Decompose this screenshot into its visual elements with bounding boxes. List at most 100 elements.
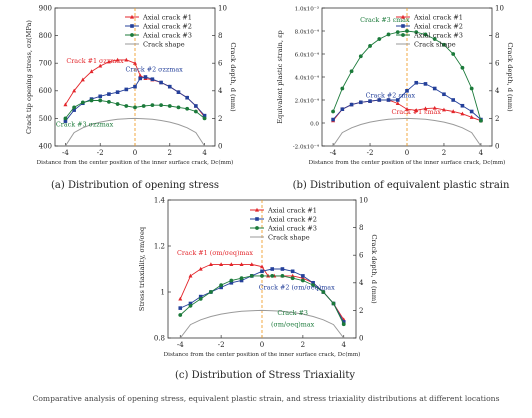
data-point [229,281,234,285]
y-tick-label: 1.4 [154,196,166,204]
chart-b: -4 -2 0 2 4 -2.0x10⁻⁴ 0.0 2.0x10⁻⁴ 4.0x10⁻⁴ 6.0x1… [276,4,514,166]
data-point [208,262,213,266]
data-point [469,109,474,114]
data-point [178,306,183,310]
data-point [202,113,207,118]
y2-axis-label: Crack depth, d (mm) [229,42,237,112]
y2-tick-label: 8 [359,224,363,232]
chart-a: -4 -2 0 2 4 400 500 600 700 800 900 0 2 4 6 8 10 Distance… [25,4,237,166]
data-point [80,100,85,105]
legend-label: Axial crack #3 [142,31,192,39]
data-point [176,90,181,94]
y-tick-label: 0.8 [154,334,165,342]
data-point [188,273,193,278]
data-point [141,104,146,108]
data-point [479,118,483,123]
x-axis-label: Distance from the center position of the… [309,159,506,166]
data-point [198,294,203,299]
data-point [89,98,94,103]
data-point [115,102,120,106]
annotation: Crack #1 εmax [391,108,441,116]
legend-marker [401,33,405,37]
data-point [219,285,223,290]
x-tick-label: 4 [479,149,484,157]
y2-tick-label: 6 [218,60,223,68]
data-point [107,92,111,96]
caption-c: (c) Distribution of Stress Triaxiality [174,370,355,381]
data-point [107,99,111,104]
data-point [349,69,354,74]
data-point [405,89,409,93]
data-point [106,59,111,64]
data-point [405,29,409,33]
y2-tick-label: 2 [218,115,222,123]
data-point [98,63,103,68]
data-point [194,104,198,108]
y2-tick-label: 0 [218,142,222,150]
data-point [185,106,190,111]
x-axis-label: Distance from the center position of the… [164,351,361,358]
data-point [341,322,346,327]
data-point [469,115,474,119]
y2-tick-label: 8 [218,32,222,40]
data-point [133,61,137,65]
annotation: Crack #1 σzzmax [66,57,124,65]
legend-marker [401,24,405,28]
data-point [239,278,244,283]
data-point [290,273,295,278]
legend-label: Crack shape [414,40,456,48]
data-point [451,109,456,114]
data-point [185,95,189,100]
x-tick-label: 2 [301,341,305,349]
y2-tick-label: 4 [359,279,364,287]
data-point [301,274,305,278]
y2-axis-label: Crack depth, d (mm) [370,234,378,304]
y-tick-label: 900 [39,4,52,12]
series-line-4 [64,117,206,147]
y-tick-label: 400 [39,142,52,150]
data-point [368,44,372,48]
annotation: Crack #2 σzzmax [125,65,183,73]
data-point [423,106,428,111]
data-point [219,262,224,266]
data-point [159,80,163,85]
data-point [98,94,103,99]
data-point [115,90,120,94]
x-tick-label: -2 [218,341,225,349]
data-point [423,82,428,86]
y-tick-label: 700 [39,60,52,68]
data-point [377,98,382,102]
x-tick-label: -4 [330,149,337,157]
legend-marker [255,226,259,230]
data-point [331,301,336,306]
y-tick-label: 1 [161,288,165,296]
chart-c: -4 -2 0 2 4 0.8 1 1.2 1.4 0 2 4 6 8 10 Distance from th… [138,196,378,358]
data-point [219,283,224,287]
y2-axis-label: Crack depth, d (mm) [506,42,514,112]
y-tick-label: 0.0 [310,121,319,127]
y2-tick-label: 4 [218,87,223,95]
data-point [442,42,446,47]
data-point [290,276,295,281]
y-axis-label: Equivalent plastic strain, εp [276,30,284,124]
data-point [249,274,254,278]
data-point [405,107,409,111]
legend-label: Crack shape [268,233,310,241]
data-point [150,77,155,82]
y2-tick-label: 6 [495,60,500,68]
data-point [98,98,103,103]
data-point [239,276,244,281]
data-point [395,98,400,102]
data-point [229,262,234,266]
y2-tick-label: 2 [495,115,499,123]
data-point [341,320,346,324]
data-point [414,30,419,35]
data-point [115,57,120,62]
x-tick-label: 4 [342,341,347,349]
y-tick-label: 800 [39,32,52,40]
data-point [138,76,143,81]
data-point [167,104,172,108]
series-line-4 [179,309,345,339]
legend-marker [255,207,259,212]
